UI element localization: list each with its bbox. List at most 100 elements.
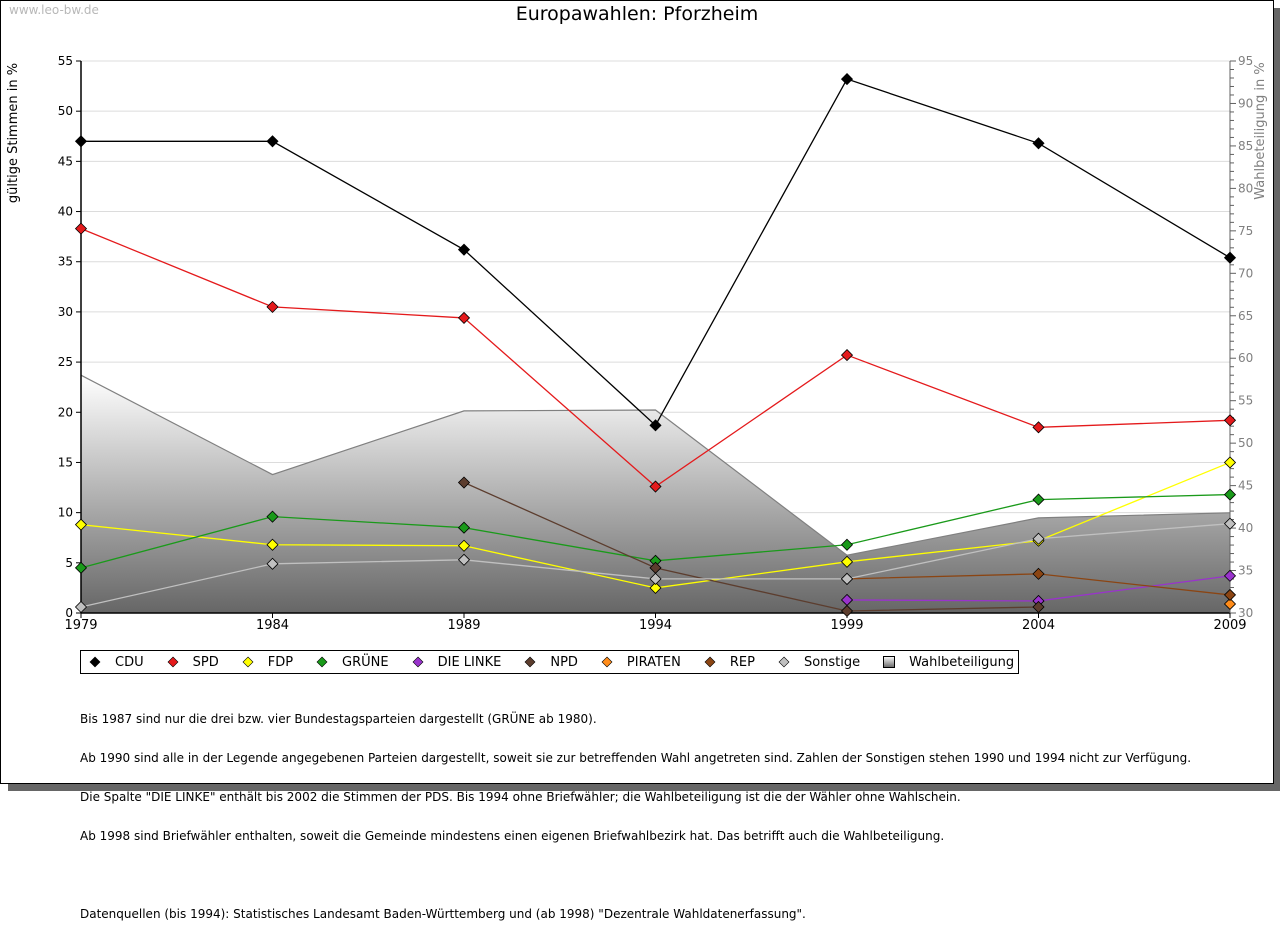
x-tick-label: 2009 <box>1213 618 1246 633</box>
legend-diamond-icon <box>778 656 790 668</box>
data-point-sonstige <box>1032 532 1045 545</box>
data-point-grüne <box>840 538 854 551</box>
y-tick-label: 30 <box>58 305 73 319</box>
y2-tick-label: 30 <box>1238 606 1253 620</box>
footnotes: Bis 1987 sind nur die drei bzw. vier Bun… <box>80 687 1191 934</box>
legend-label: FDP <box>267 654 294 670</box>
turnout-area <box>80 374 1231 613</box>
data-point-cdu <box>1032 137 1045 150</box>
gridlines <box>81 60 1230 564</box>
y-tick-label: 20 <box>58 405 73 419</box>
data-point-sonstige <box>1223 517 1237 530</box>
y2-tick-label: 75 <box>1238 224 1253 238</box>
x-tick-label: 2004 <box>1022 618 1055 633</box>
data-point-grüne <box>266 510 279 523</box>
data-point-sonstige <box>457 553 471 566</box>
legend-diamond-icon <box>704 656 716 668</box>
legend-item: SPD <box>167 655 219 670</box>
y-tick-label: 0 <box>65 606 73 620</box>
legend-item: REP <box>704 655 755 670</box>
legend-item: DIE LINKE <box>412 654 502 670</box>
data-point-grüne <box>1032 493 1045 506</box>
y-tick-label: 15 <box>58 455 73 469</box>
y2-tick-label: 35 <box>1238 564 1253 578</box>
series-line-npd <box>463 481 1039 612</box>
legend-diamond-icon <box>316 656 328 668</box>
legend-item: NPD <box>524 655 578 670</box>
data-point-rep <box>1223 588 1237 602</box>
frame-shadow-bottom <box>8 784 1280 791</box>
legend-label: SPD <box>192 654 219 670</box>
data-point-cdu <box>457 243 471 256</box>
x-tick-label: 1979 <box>64 618 97 633</box>
legend-label: PIRATEN <box>626 654 681 670</box>
data-point-fdp <box>266 538 279 551</box>
y2-tick-label: 50 <box>1238 436 1253 450</box>
legend-label: CDU <box>115 654 144 670</box>
legend-item: Wahlbeteiligung <box>883 655 1014 670</box>
frame-shadow-right <box>1274 8 1280 791</box>
legend-diamond-icon <box>412 656 424 668</box>
footnote: Bis 1987 sind nur die drei bzw. vier Bun… <box>80 712 597 726</box>
footnote: Ab 1990 sind alle in der Legende angegeb… <box>80 751 1192 765</box>
data-point-spd <box>457 311 471 324</box>
x-tick-label: 1984 <box>256 618 289 633</box>
chart-title: Europawahlen: Pforzheim <box>515 3 759 25</box>
data-point-fdp <box>457 539 471 552</box>
data-point-npd <box>840 604 854 618</box>
y2-tick-label: 60 <box>1238 351 1253 365</box>
data-point-fdp <box>649 581 662 594</box>
data-point-spd <box>74 222 88 235</box>
footnote: Die Spalte "DIE LINKE" enthält bis 2002 … <box>80 790 961 804</box>
watermark: www.leo-bw.de <box>9 3 99 17</box>
legend-square-icon <box>883 656 896 668</box>
data-sources: Datenquellen (bis 1994): Statistisches L… <box>80 907 806 921</box>
y-tick-label: 10 <box>58 506 73 520</box>
y2-tick-label: 90 <box>1238 96 1253 110</box>
turnout-area-line <box>80 374 1231 556</box>
data-point-spd <box>1032 421 1045 434</box>
y2-tick-label: 55 <box>1238 394 1253 408</box>
data-point-cdu <box>840 72 854 86</box>
legend-item: FDP <box>242 655 293 670</box>
data-point-rep <box>1032 567 1045 580</box>
legend-item: CDU <box>89 655 144 670</box>
y-tick-label: 35 <box>58 255 73 269</box>
data-point-npd <box>457 476 471 489</box>
axes: 0 5 10 15 20 25 30 35 40 45 50 55 30 35 40 45 50 55 60 65 70… <box>58 54 1254 633</box>
legend-diamond-icon <box>89 656 101 668</box>
data-point-grüne <box>74 561 88 574</box>
y-tick-label: 50 <box>58 104 73 118</box>
x-tick-label: 1999 <box>830 618 863 633</box>
x-tick-label: 1989 <box>447 618 480 633</box>
data-point-sonstige <box>649 572 662 585</box>
data-point-cdu <box>649 419 662 432</box>
data-point-fdp <box>74 518 88 531</box>
chart-plot: 0 5 10 15 20 25 30 35 40 45 50 55 30 35 40 45 50 55 60 65 70… <box>6 54 1268 633</box>
legend-item: Sonstige <box>778 655 860 670</box>
y2-tick-label: 40 <box>1238 521 1253 535</box>
y-axis-label: gültige Stimmen in % <box>6 63 21 203</box>
data-point-sonstige <box>840 572 854 585</box>
legend-label: GRÜNE <box>342 654 389 670</box>
data-point-grüne <box>457 521 471 534</box>
data-point-cdu <box>266 135 279 148</box>
legend-label: Sonstige <box>803 654 861 670</box>
data-point-fdp <box>1223 456 1237 469</box>
legend-item: GRÜNE <box>316 655 389 670</box>
y-tick-label: 5 <box>65 556 73 570</box>
y-tick-label: 55 <box>58 54 73 68</box>
legend-label: REP <box>729 654 755 670</box>
legend-label: DIE LINKE <box>437 654 502 670</box>
data-point-cdu <box>1223 251 1237 264</box>
data-point-cdu <box>74 135 88 148</box>
turnout-area-fill <box>81 375 1230 613</box>
legend-label: NPD <box>550 654 578 670</box>
legend-item: PIRATEN <box>601 655 681 670</box>
data-point-spd <box>840 348 854 362</box>
data-point-piraten <box>1223 597 1237 611</box>
data-point-grüne <box>1223 488 1237 501</box>
data-point-spd <box>266 300 279 313</box>
y2-tick-label: 65 <box>1238 309 1253 323</box>
legend-diamond-icon <box>167 656 179 668</box>
